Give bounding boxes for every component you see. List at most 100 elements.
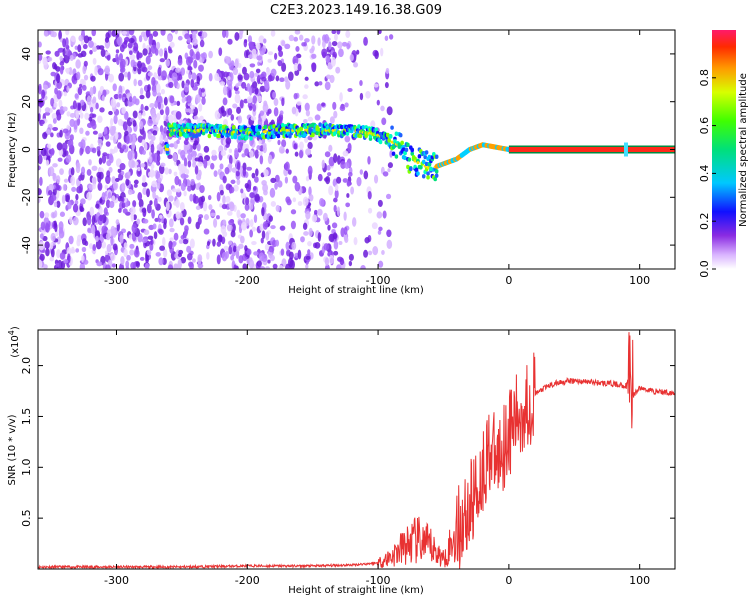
heatmap-speckle — [247, 203, 254, 210]
heatmap-speckle — [50, 232, 56, 242]
heatmap-speckle — [377, 230, 382, 235]
heatmap-speckle — [305, 148, 312, 156]
heatmap-speckle — [188, 108, 194, 114]
heatmap-speckle — [237, 115, 243, 124]
heatmap-speckle — [336, 176, 342, 184]
heatmap-speckle — [56, 200, 61, 208]
heatmap-speckle — [137, 79, 143, 87]
heatmap-speckle — [124, 172, 131, 180]
heatmap-speckle — [159, 109, 164, 116]
heatmap-speckle — [133, 78, 137, 87]
heatmap-speckle — [177, 252, 183, 258]
heatmap-speckle — [359, 92, 364, 101]
heatmap-speckle — [72, 203, 79, 213]
heatmap-speckle — [201, 52, 207, 60]
heatmap-speckle — [164, 167, 169, 175]
heatmap-speckle — [307, 241, 312, 247]
heatmap-speckle — [150, 108, 156, 118]
heatmap-speckle — [48, 166, 55, 177]
heatmap-speckle — [142, 111, 146, 117]
heatmap-speckle — [50, 147, 55, 156]
heatmap-speckle — [235, 170, 240, 177]
heatmap-ridge-cell — [256, 131, 261, 136]
heatmap-speckle — [179, 217, 185, 226]
heatmap-speckle — [159, 245, 166, 251]
heatmap-speckle — [328, 156, 335, 167]
heatmap-speckle — [242, 263, 247, 269]
heatmap-speckle — [95, 102, 99, 110]
heatmap-speckle — [236, 178, 241, 186]
heatmap-ridge-cell — [374, 127, 379, 132]
heatmap-speckle — [121, 30, 128, 35]
heatmap-speckle — [130, 212, 134, 222]
heatmap-speckle — [387, 168, 391, 173]
heatmap-speckle — [342, 150, 349, 157]
heatmap-speckle — [56, 112, 62, 121]
heatmap-speckle — [128, 30, 135, 36]
heatmap-speckle — [285, 148, 289, 154]
heatmap-speckle — [263, 100, 268, 107]
heatmap-speckle — [67, 201, 72, 210]
heatmap-speckle — [39, 176, 43, 187]
heatmap-speckle — [313, 209, 318, 215]
heatmap-speckle — [137, 166, 141, 172]
heatmap-speckle — [52, 172, 57, 182]
heatmap-ridge-cell — [426, 175, 430, 180]
heatmap-speckle — [128, 50, 133, 56]
heatmap-ridge-cell — [237, 135, 242, 141]
heatmap-speckle — [136, 218, 141, 225]
heatmap-speckle — [317, 232, 322, 242]
heatmap-speckle — [192, 162, 197, 168]
heatmap-speckle — [222, 97, 228, 106]
heatmap-speckle — [256, 260, 262, 267]
heatmap-speckle — [116, 102, 121, 108]
heatmap-ridge-cell — [406, 164, 410, 170]
heatmap-speckle — [96, 146, 101, 151]
heatmap-ridge-cell — [404, 147, 409, 153]
colorbar-tick-label: 0.4 — [698, 165, 711, 183]
heatmap-speckle — [98, 171, 104, 180]
heatmap-speckle — [197, 31, 203, 37]
heatmap-speckle — [235, 249, 240, 259]
colorbar-tick-label: 0.8 — [698, 69, 711, 87]
heatmap-speckle — [139, 120, 144, 130]
heatmap-speckle — [196, 143, 201, 152]
heatmap-speckle — [262, 183, 269, 193]
heatmap-speckle — [82, 217, 87, 227]
heatmap-speckle — [228, 245, 233, 255]
heatmap-speckle — [46, 143, 52, 149]
heatmap-speckle — [79, 112, 84, 119]
heatmap-speckle — [317, 173, 323, 182]
heatmap-speckle — [270, 201, 277, 207]
heatmap-speckle — [113, 146, 118, 153]
heatmap-speckle — [81, 84, 87, 91]
heatmap-speckle — [255, 168, 259, 177]
heatmap-speckle — [208, 50, 213, 59]
heatmap-speckle — [347, 142, 352, 153]
heatmap-speckle — [248, 259, 255, 269]
heatmap-speckle — [325, 55, 331, 63]
heatmap-speckle — [39, 210, 45, 219]
heatmap-speckle — [98, 157, 103, 165]
heatmap-speckle — [92, 46, 97, 53]
heatmap-speckle — [389, 150, 393, 158]
heatmap-speckle — [132, 200, 137, 208]
heatmap-speckle — [198, 169, 202, 177]
heatmap-speckle — [199, 115, 204, 121]
heatmap-speckle — [284, 161, 290, 172]
heatmap-speckle — [326, 164, 331, 171]
heatmap-speckle — [38, 106, 41, 114]
heatmap-speckle — [374, 174, 379, 184]
heatmap-speckle — [80, 198, 86, 205]
heatmap-speckle — [150, 135, 156, 142]
heatmap-speckle — [331, 30, 337, 35]
heatmap-speckle — [183, 82, 190, 93]
heatmap-ridge-cell — [427, 154, 432, 160]
heatmap-speckle — [113, 93, 120, 100]
snr-ytick-label: 0.5 — [20, 509, 33, 527]
heatmap-speckle — [188, 261, 194, 268]
heatmap-speckle — [97, 182, 103, 191]
heatmap-speckle — [335, 66, 341, 74]
heatmap-speckle — [197, 161, 204, 167]
heatmap-speckle — [81, 238, 87, 246]
